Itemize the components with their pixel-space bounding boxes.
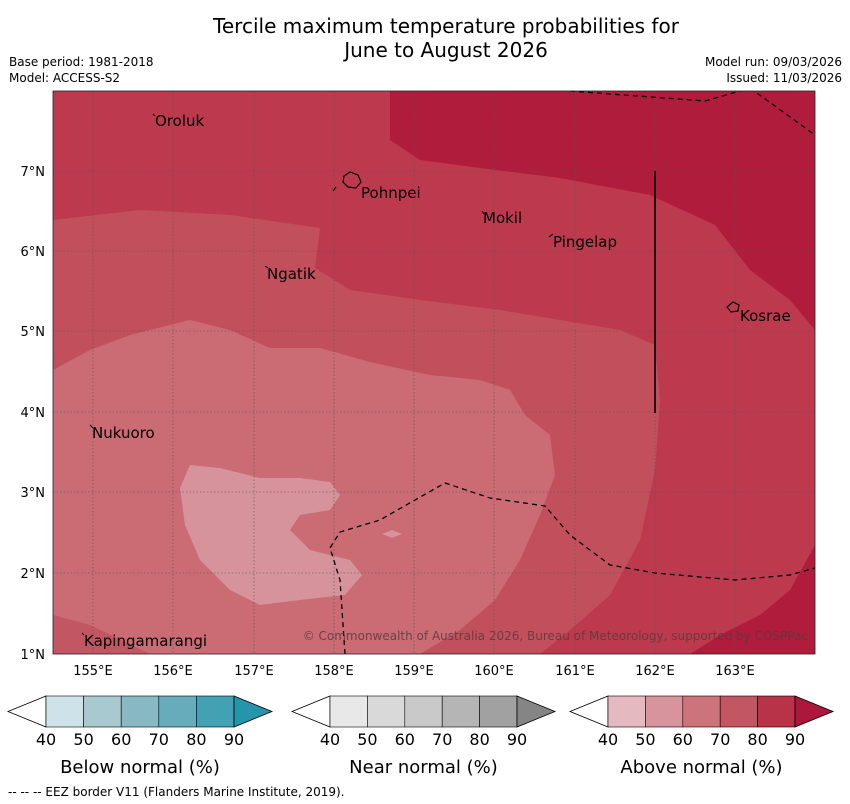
- legend-swatch: [83, 695, 122, 728]
- legend-swatch: [45, 695, 84, 728]
- atoll-marks: [81, 113, 554, 636]
- legend-swatch-under: [290, 695, 331, 728]
- map-title: Tercile maximum temperature probabilitie…: [0, 14, 850, 62]
- legend-tick-label: 80: [469, 730, 489, 749]
- band-40-50: [180, 465, 362, 605]
- legend-tick-label: 80: [747, 730, 767, 749]
- legend-tick-label: 80: [186, 730, 206, 749]
- legend-swatch: [719, 695, 758, 728]
- place-label-kapingamarangi: Kapingamarangi: [84, 632, 207, 650]
- legend-tick-label: 50: [357, 730, 377, 749]
- model-run: Model run: 09/03/2026: [704, 55, 842, 69]
- legend-title: Below normal (%): [60, 757, 220, 778]
- legend-swatch: [682, 695, 721, 728]
- base-period: Base period: 1981-2018: [9, 55, 154, 69]
- legend-tick-label: 70: [710, 730, 730, 749]
- band-40-50-islet: [382, 530, 402, 538]
- legend-tick-label: 70: [149, 730, 169, 749]
- lon-tick: 160°E: [474, 664, 514, 679]
- legend-swatch: [196, 695, 235, 728]
- place-label-kosrae: Kosrae: [740, 307, 791, 325]
- legend-tick-label: 90: [785, 730, 805, 749]
- legend-swatch: [757, 695, 796, 728]
- title-line-2: June to August 2026: [344, 38, 548, 62]
- lon-tick-labels: 155°E 156°E 157°E 158°E 159°E 160°E 161°…: [73, 664, 755, 679]
- legend-swatch: [645, 695, 684, 728]
- legend-tick-label: 60: [111, 730, 131, 749]
- legend-swatch: [479, 695, 518, 728]
- lon-tick: 159°E: [394, 664, 434, 679]
- probability-field: [53, 91, 815, 654]
- lat-tick: 1°N: [21, 648, 46, 663]
- legend-tick-label: 50: [73, 730, 93, 749]
- legend-swatch: [367, 695, 406, 728]
- lon-tick: 155°E: [73, 664, 113, 679]
- place-label-pingelap: Pingelap: [553, 233, 617, 251]
- legend-tick-label: 50: [635, 730, 655, 749]
- legend-title: Above normal (%): [620, 757, 782, 778]
- place-label-nukuoro: Nukuoro: [92, 424, 155, 442]
- legend-tick-label: 40: [36, 730, 56, 749]
- lat-tick: 4°N: [21, 406, 46, 421]
- place-label-pohnpei: Pohnpei: [361, 184, 421, 202]
- legend-tick-label: 90: [507, 730, 527, 749]
- legend-tick-label: 40: [598, 730, 618, 749]
- lon-tick: 158°E: [314, 664, 354, 679]
- place-labels: Oroluk Pohnpei Mokil Pingelap Ngatik Kos…: [84, 112, 791, 650]
- legend-tick-label: 70: [432, 730, 452, 749]
- title-line-1: Tercile maximum temperature probabilitie…: [213, 14, 679, 38]
- legend-swatch: [607, 695, 646, 728]
- lat-tick: 5°N: [21, 325, 46, 340]
- copyright-notice: © Commonwealth of Australia 2026, Bureau…: [303, 629, 808, 643]
- legend-swatch: [404, 695, 443, 728]
- lat-tick: 3°N: [21, 486, 46, 501]
- legend-tick-label: 60: [395, 730, 415, 749]
- legend-swatch-under: [568, 695, 609, 728]
- place-label-mokil: Mokil: [483, 209, 522, 227]
- lat-tick-labels: 7°N 6°N 5°N 4°N 3°N 2°N 1°N: [21, 165, 46, 663]
- legend-swatch: [441, 695, 480, 728]
- pohnpei-island-outline: [342, 171, 362, 189]
- legend-near-normal: 40 50 60 70 80 90 Near normal (%): [290, 695, 557, 778]
- lon-tick: 157°E: [234, 664, 274, 679]
- legend-swatch: [120, 695, 160, 728]
- lon-tick: 156°E: [153, 664, 193, 679]
- map-frame: [52, 90, 816, 655]
- legend-title: Near normal (%): [349, 757, 498, 778]
- meta-right: Model run: 09/03/2026 Issued: 11/03/2026: [705, 54, 842, 86]
- legend-tick-label: 90: [224, 730, 244, 749]
- legend-swatch: [329, 695, 368, 728]
- meta-left: Base period: 1981-2018 Model: ACCESS-S2: [9, 54, 154, 86]
- model-name: Model: ACCESS-S2: [9, 71, 121, 85]
- legend-tick-label: 60: [673, 730, 693, 749]
- legend-swatch-over: [233, 695, 274, 728]
- lat-tick: 7°N: [21, 165, 46, 180]
- lat-tick: 2°N: [21, 567, 46, 582]
- eez-borders: [329, 91, 815, 654]
- legend-swatch-under: [6, 695, 47, 728]
- pohnpei-reef-mark: [332, 186, 337, 192]
- band-80-90-south: [690, 545, 815, 654]
- band-80-90-north: [390, 91, 815, 330]
- lon-tick: 163°E: [715, 664, 755, 679]
- place-label-ngatik: Ngatik: [267, 265, 316, 283]
- legend-tick-label: 40: [320, 730, 340, 749]
- legend-swatch-over: [794, 695, 835, 728]
- eez-footnote: -- -- -- EEZ border V11 (Flanders Marine…: [8, 785, 345, 799]
- lat-tick: 6°N: [21, 245, 46, 260]
- lon-tick: 161°E: [555, 664, 595, 679]
- kosrae-island-outline: [726, 301, 740, 313]
- legend-swatch-over: [516, 695, 557, 728]
- issued-date: Issued: 11/03/2026: [726, 71, 842, 85]
- band-bottom-left: [53, 615, 150, 654]
- lon-tick: 162°E: [635, 664, 675, 679]
- legend-swatch: [158, 695, 197, 728]
- place-label-oroluk: Oroluk: [155, 112, 204, 130]
